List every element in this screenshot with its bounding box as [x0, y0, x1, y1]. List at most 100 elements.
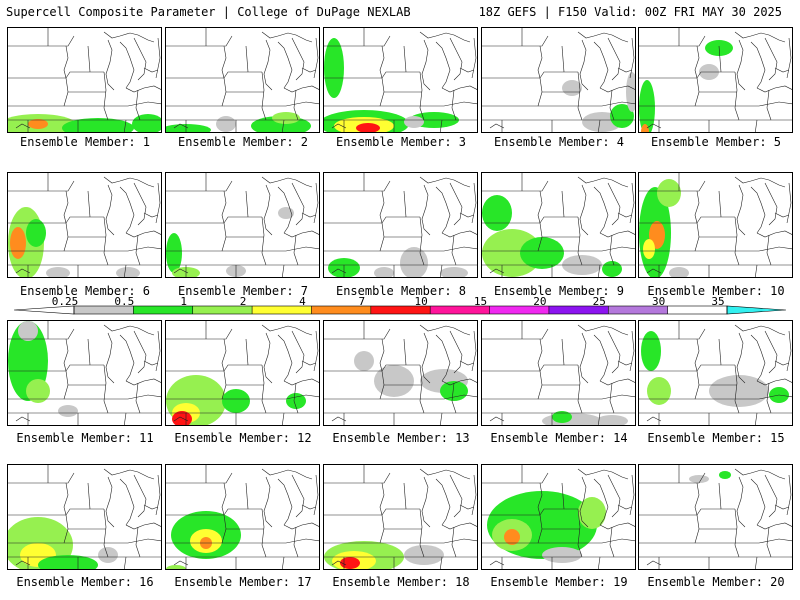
colorbar-tick-label: 0.25 — [52, 297, 79, 308]
map-boundary-line — [439, 412, 443, 425]
colorbar-tick-label: 7 — [359, 297, 366, 308]
map-boundary-line — [537, 482, 543, 516]
member-map — [482, 465, 635, 569]
map-boundary-line — [133, 474, 147, 518]
map-boundary-line — [264, 394, 319, 400]
map-boundary-line — [403, 338, 407, 366]
map-boundary-line — [754, 556, 758, 569]
map-boundary-line — [694, 190, 700, 224]
ensemble-map-panel — [7, 464, 162, 570]
map-boundary-line — [734, 324, 786, 336]
scp-contour-fill — [440, 267, 468, 277]
colorbar-tick-label: 1 — [180, 297, 187, 308]
map-title: Supercell Composite Parameter | College … — [6, 5, 411, 19]
map-boundary-line — [281, 412, 285, 425]
map-boundary-line — [125, 378, 161, 386]
map-boundary-line — [221, 222, 227, 252]
map-boundary-line — [607, 474, 621, 518]
map-boundary-line — [593, 41, 609, 89]
map-boundary-line — [135, 89, 141, 121]
map-boundary-line — [646, 268, 662, 274]
map-boundary-line — [245, 338, 249, 366]
map-boundary-line — [599, 85, 635, 93]
map-boundary-line — [736, 184, 746, 236]
member-map — [324, 173, 477, 277]
map-boundary-line — [736, 476, 746, 528]
map-boundary-line — [786, 37, 792, 79]
map-boundary-line — [694, 77, 700, 107]
map-boundary-line — [561, 190, 565, 218]
map-boundary-line — [617, 67, 633, 73]
member-map — [166, 321, 319, 425]
map-boundary-line — [106, 538, 161, 544]
map-boundary-line — [441, 378, 477, 386]
map-boundary-line — [734, 216, 740, 266]
map-boundary-line — [119, 41, 135, 89]
scp-contour-fill — [542, 547, 582, 563]
map-boundary-line — [103, 31, 155, 43]
map-boundary-line — [607, 182, 621, 226]
map-boundary-line — [135, 526, 141, 558]
map-boundary-line — [119, 186, 135, 234]
ensemble-member-label: Ensemble Member: 15 — [647, 431, 785, 445]
ensemble-map-panel — [165, 27, 320, 133]
map-boundary-line — [482, 35, 549, 47]
map-boundary-line — [537, 190, 543, 224]
map-boundary-line — [379, 482, 385, 516]
map-boundary-line — [639, 328, 706, 340]
map-boundary-line — [123, 264, 127, 277]
scp-contour-fill — [669, 267, 689, 277]
map-boundary-line — [87, 338, 91, 366]
map-boundary-line — [261, 216, 267, 266]
colorbar-bin — [548, 306, 609, 314]
map-boundary-line — [166, 216, 262, 224]
map-boundary-line — [435, 41, 451, 89]
map-boundary-line — [756, 378, 792, 386]
map-boundary-line — [737, 538, 792, 544]
scp-contour-fill — [286, 393, 306, 409]
ensemble-member-label: Ensemble Member: 4 — [493, 135, 625, 149]
map-boundary-line — [736, 39, 746, 91]
map-boundary-line — [293, 382, 299, 414]
map-boundary-line — [166, 180, 233, 192]
colorbar-tick-label: 35 — [711, 297, 724, 308]
map-boundary-line — [105, 39, 115, 91]
map-boundary-line — [459, 360, 475, 366]
map-boundary-line — [105, 184, 115, 236]
scp-contour-fill — [641, 124, 649, 132]
map-boundary-line — [105, 332, 115, 384]
map-boundary-line — [617, 360, 633, 366]
ensemble-map-panel — [165, 172, 320, 278]
colorbar-tick-label: 25 — [593, 297, 606, 308]
map-boundary-line — [599, 522, 635, 530]
map-boundary-line — [123, 119, 127, 132]
map-boundary-line — [482, 180, 549, 192]
map-boundary-line — [451, 89, 457, 121]
member-map — [482, 28, 635, 132]
map-boundary-line — [580, 246, 635, 252]
colorbar-bin — [74, 306, 134, 314]
map-boundary-line — [143, 212, 159, 218]
map-boundary-line — [166, 35, 233, 47]
map-boundary-line — [736, 332, 746, 384]
map-boundary-line — [261, 364, 267, 414]
map-boundary-line — [419, 216, 425, 266]
map-boundary-line — [694, 514, 700, 544]
ensemble-member-label: Ensemble Member: 1 — [19, 135, 151, 149]
map-boundary-line — [597, 119, 601, 132]
map-boundary-line — [489, 560, 505, 566]
ensemble-map-panel — [638, 320, 793, 426]
map-boundary-line — [597, 556, 601, 569]
ensemble-map-panel — [165, 464, 320, 570]
map-boundary-line — [313, 37, 319, 79]
map-boundary-line — [639, 508, 735, 516]
map-boundary-line — [766, 234, 772, 266]
map-boundary-line — [646, 123, 662, 129]
colorbar-bin — [133, 306, 193, 314]
map-boundary-line — [561, 45, 565, 73]
scp-contour-fill — [58, 405, 78, 417]
map-boundary-line — [449, 474, 463, 518]
map-boundary-line — [324, 71, 420, 79]
map-boundary-line — [8, 364, 104, 372]
member-map — [166, 465, 319, 569]
